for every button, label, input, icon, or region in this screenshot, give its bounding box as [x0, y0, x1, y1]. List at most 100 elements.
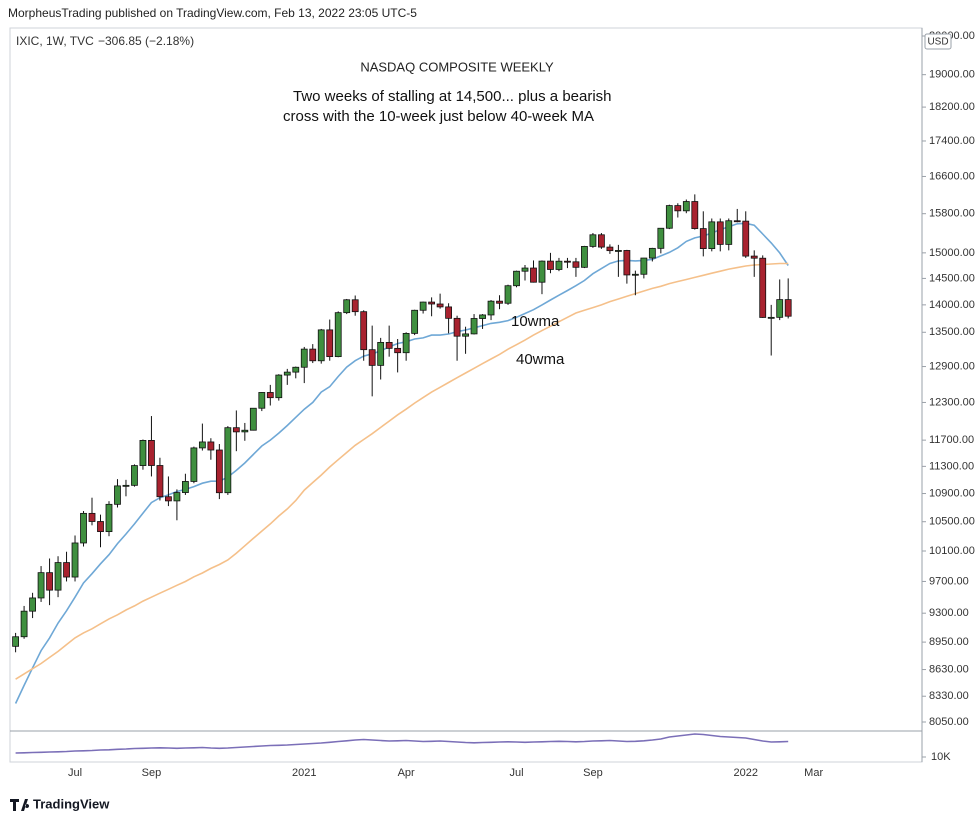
- series-label: 40wma: [516, 351, 565, 368]
- candle-body: [750, 255, 758, 259]
- candle-body: [300, 348, 308, 368]
- candle-body: [165, 496, 172, 502]
- candle-body: [606, 246, 614, 252]
- candle-body: [368, 349, 376, 366]
- y-tick-label: 10900.00: [929, 487, 975, 499]
- candle-body: [470, 318, 478, 335]
- candle-body: [190, 447, 198, 482]
- x-tick-label: Mar: [804, 767, 823, 779]
- candle-body: [114, 485, 121, 505]
- y-tick-label: 15800.00: [929, 208, 975, 220]
- candle-body: [538, 260, 546, 283]
- candle-body: [317, 329, 325, 362]
- candle-body: [20, 610, 28, 638]
- candle-body: [742, 220, 750, 257]
- candle-body: [181, 481, 189, 493]
- candle-body: [326, 329, 334, 358]
- candle-body: [292, 366, 300, 373]
- x-tick-label: 2022: [733, 767, 757, 779]
- y-tick-label: 14000.00: [929, 299, 975, 311]
- candle-body: [12, 636, 20, 647]
- candle-body: [411, 309, 419, 334]
- candle-body: [46, 572, 53, 591]
- candle-body: [97, 521, 104, 533]
- candle-body: [241, 429, 249, 433]
- candle-body: [674, 205, 682, 212]
- moving-average: [14, 222, 789, 704]
- y-tick-label: 17400.00: [929, 135, 975, 147]
- candle-body: [453, 317, 461, 337]
- y-tick-label: 14500.00: [929, 272, 975, 284]
- candle-body: [614, 250, 622, 252]
- brand: TradingView: [33, 796, 110, 811]
- y-tick-label: 8330.00: [929, 690, 969, 702]
- y-tick-label: 8950.00: [929, 636, 969, 648]
- y-tick-label: 8050.00: [929, 716, 969, 728]
- candle-body: [309, 348, 317, 362]
- candle-body: [283, 371, 291, 376]
- candle-body: [733, 220, 741, 223]
- volume-line: [15, 733, 789, 754]
- candle-body: [436, 303, 444, 308]
- candle-body: [37, 572, 45, 599]
- candle-body: [716, 221, 724, 245]
- candle-body: [402, 332, 410, 354]
- candle-body: [105, 503, 113, 533]
- y-tick-label: 8630.00: [929, 663, 969, 675]
- y-tick-label: 11700.00: [929, 434, 974, 446]
- series-label: 10wma: [511, 313, 560, 330]
- currency-badge: [924, 33, 952, 50]
- candle-body: [589, 234, 597, 247]
- candle-body: [708, 221, 716, 249]
- x-tick-label: Jul: [509, 767, 523, 779]
- x-tick-label: Apr: [398, 767, 415, 779]
- candle-body: [71, 542, 79, 578]
- candle-body: [691, 201, 699, 229]
- candle-body: [334, 312, 342, 358]
- candle-body: [564, 260, 571, 263]
- candle-body: [776, 299, 784, 318]
- y-tick-label: 16600.00: [929, 170, 975, 182]
- y-tick-label: 11300.00: [929, 460, 974, 472]
- candle-body: [343, 299, 351, 314]
- candle-body: [29, 597, 36, 612]
- candle-body: [148, 440, 155, 466]
- candle-body: [572, 261, 580, 268]
- candle-body: [598, 234, 605, 248]
- candle-body: [80, 512, 87, 544]
- candle-body: [207, 441, 215, 451]
- candle-body: [351, 299, 359, 313]
- candle-body: [479, 314, 486, 319]
- annotation: Two weeks of stalling at 14,500... plus …: [293, 88, 612, 105]
- candle-body: [725, 220, 733, 245]
- candle-body: [139, 440, 147, 466]
- y-tick-label: 19000.00: [929, 69, 975, 81]
- candle-body: [224, 427, 232, 494]
- candle-body: [555, 260, 563, 270]
- x-tick-label: Sep: [142, 767, 162, 779]
- candle-body: [63, 562, 70, 578]
- y-tick-label: 9700.00: [929, 575, 969, 587]
- candle-body: [682, 201, 690, 212]
- candle-body: [173, 492, 181, 502]
- candle-body: [784, 299, 792, 317]
- chart-title: NASDAQ COMPOSITE WEEKLY: [360, 59, 554, 74]
- candle-body: [699, 228, 707, 249]
- candle-body: [640, 257, 648, 275]
- y-tick-label: 12900.00: [929, 360, 975, 372]
- tv-logo: [10, 799, 30, 811]
- candle-body: [266, 392, 274, 399]
- candle-body: [648, 247, 656, 259]
- y-tick-label: 15000.00: [929, 247, 975, 259]
- candle-body: [419, 301, 427, 311]
- candle-body: [513, 270, 520, 287]
- y-tick-label: 18200.00: [929, 101, 975, 113]
- candle-body: [504, 285, 512, 304]
- y-tick-label: 13500.00: [929, 326, 975, 338]
- candle-body: [767, 316, 775, 319]
- candle-body: [496, 300, 503, 304]
- moving-average: [15, 262, 789, 680]
- change: −306.85 (−2.18%): [98, 34, 194, 48]
- candle-body: [445, 306, 452, 319]
